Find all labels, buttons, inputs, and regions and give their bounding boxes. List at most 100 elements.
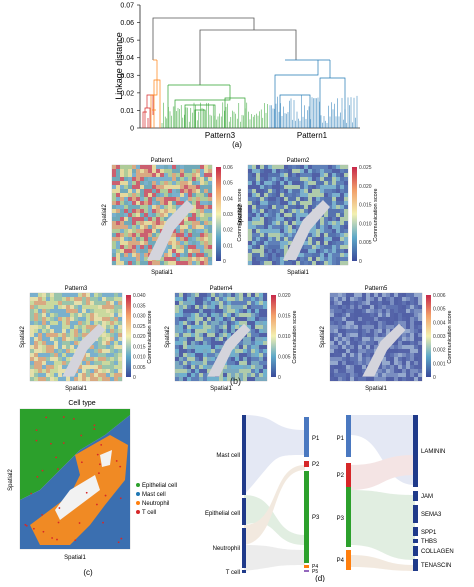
cluster-label-pattern1: Pattern1 xyxy=(297,131,328,140)
colorbar-tick: 0.005 xyxy=(278,355,291,361)
cluster-label-pattern3: Pattern3 xyxy=(205,131,236,140)
colorbar-tick: 0.010 xyxy=(278,334,291,340)
sankey-left-label-p1: P1 xyxy=(312,436,320,442)
sankey-label-thbs: THBS xyxy=(421,539,437,545)
colorbar-tick: 0.035 xyxy=(133,303,146,309)
sankey-diagrams: Mast cell Epithelial cell Neutrophil T c… xyxy=(205,415,454,583)
sankey-right-bar-p4 xyxy=(346,550,351,570)
colorbar-tick: 0.005 xyxy=(359,240,372,246)
colorbar-tick: 0.040 xyxy=(133,293,146,299)
sankey-right-bar-p1 xyxy=(346,415,351,457)
t-cell-dots xyxy=(24,416,123,544)
sankey-label-tenascin: TENASCIN xyxy=(421,563,451,569)
sankey-bar-collagen xyxy=(413,546,418,556)
sankey-label-epithelial: Epithelial cell xyxy=(205,511,240,517)
colorbar-tick: 0.05 xyxy=(223,181,233,187)
sankey-left-label-p3: P3 xyxy=(312,515,320,521)
colorbar-label: Communication score xyxy=(373,188,379,241)
colorbar-tick: 0 xyxy=(223,259,226,265)
sankey-bar-jam xyxy=(413,491,418,501)
colorbar-tick: 0.06 xyxy=(223,165,233,171)
sankey-bar-p5 xyxy=(304,570,309,572)
y-axis-ticks: 0.07 0.06 0.05 0.04 0.03 0.02 0.01 0 xyxy=(120,3,140,133)
legend-label: T cell xyxy=(142,510,156,516)
colorbar-label: Communication score xyxy=(147,310,153,363)
y-tick-label: 0.05 xyxy=(120,38,134,45)
map-ylabel: Spatial2 xyxy=(20,325,26,347)
colorbar-tick: 0.020 xyxy=(133,334,146,340)
panel-d: Mast cell Epithelial cell Neutrophil T c… xyxy=(200,395,474,583)
legend-label: Mast cell xyxy=(142,492,166,498)
y-axis-label: Linkage distance xyxy=(114,32,124,100)
colorbar-tick: 0.020 xyxy=(278,293,291,299)
sankey-right-bar-p2 xyxy=(346,463,351,487)
legend-label: Neutrophil xyxy=(142,501,169,507)
sankey-left-flows xyxy=(244,415,305,571)
y-tick-label: 0.03 xyxy=(120,73,134,80)
sankey-bar-p4 xyxy=(304,565,309,568)
sankey-bar-laminin xyxy=(413,415,418,487)
colorbar-tick: 0.025 xyxy=(359,165,372,171)
spatial-map-5: Pattern5 Spatial1 Spatial2 0.006 0.005 0.004 0… xyxy=(320,286,453,392)
colorbar xyxy=(271,295,276,377)
sankey-bar-epithelial xyxy=(242,498,246,525)
sankey-label-mast: Mast cell xyxy=(216,453,240,459)
sankey-label-neutrophil: Neutrophil xyxy=(213,546,240,552)
sankey-bar-neutrophil xyxy=(242,528,246,568)
map-ylabel: Spatial2 xyxy=(320,325,326,347)
orange-cluster xyxy=(150,59,161,128)
sankey-right-flows xyxy=(350,415,415,571)
colorbar-tick: 0.006 xyxy=(433,293,446,299)
sankey-right-label-p4: P4 xyxy=(337,558,345,564)
panel-d-caption: (d) xyxy=(315,574,325,582)
colorbar-tick: 0 xyxy=(133,375,136,381)
sankey-bar-tcell xyxy=(242,570,246,573)
colorbar-tick: 0.010 xyxy=(359,221,372,227)
sankey-label-jam: JAM xyxy=(421,494,433,500)
sankey-label-tcell: T cell xyxy=(226,570,240,576)
blue-leaves xyxy=(269,95,358,128)
colorbar-tick: 0.020 xyxy=(359,184,372,190)
sankey-label-spp1: SPP1 xyxy=(421,530,437,536)
sankey-label-laminin: LAMININ xyxy=(421,449,445,455)
spatial-map-2: Pattern2 Spatial1 Spatial2 0.025 0.020 0.015 0… xyxy=(238,158,379,276)
sankey-left-label-p5: P5 xyxy=(312,569,318,575)
colorbar-tick: 0.015 xyxy=(359,203,372,209)
map-xlabel: Spatial1 xyxy=(287,270,309,276)
sankey-label-sema3: SEMA3 xyxy=(421,512,442,518)
cell-type-xlabel: Spatial1 xyxy=(64,555,86,561)
colorbar-tick: 0.005 xyxy=(133,365,146,371)
sankey-bar-sema3 xyxy=(413,505,418,523)
colorbar-tick: 0.001 xyxy=(433,361,446,367)
sankey-bar-p2 xyxy=(304,461,309,467)
dendrogram: 0.07 0.06 0.05 0.04 0.03 0.02 0.01 0 Linkage di… xyxy=(114,3,360,149)
colorbar-tick: 0.030 xyxy=(133,314,146,320)
sankey-bar-p1 xyxy=(304,417,309,457)
colorbar-tick: 0 xyxy=(278,375,281,381)
map-title: Pattern1 xyxy=(151,158,174,164)
map-ylabel: Spatial2 xyxy=(238,203,244,225)
y-tick-label: 0.04 xyxy=(120,55,134,62)
sankey-label-collagen: COLLAGEN xyxy=(421,549,454,555)
colorbar-tick: 0 xyxy=(359,259,362,265)
y-tick-label: 0 xyxy=(130,126,134,133)
cell-type-legend: Epithelial cell Mast cell Neutrophil T cell xyxy=(136,483,177,516)
map-xlabel: Spatial1 xyxy=(365,386,387,392)
panel-c-caption: (c) xyxy=(83,568,93,577)
colorbar-tick: 0.015 xyxy=(278,314,291,320)
map-title: Pattern4 xyxy=(210,286,233,292)
colorbar xyxy=(426,295,431,377)
y-tick-label: 0.06 xyxy=(120,20,134,27)
legend-swatch xyxy=(136,510,140,514)
panel-c: Cell type Spatial1 Spatial2 Epithelial c… xyxy=(0,395,200,582)
y-tick-label: 0.01 xyxy=(120,108,134,115)
map-ylabel: Spatial2 xyxy=(165,325,171,347)
cell-type-title: Cell type xyxy=(68,400,95,407)
colorbar-tick: 0.04 xyxy=(223,196,233,202)
sankey-left-label-p2: P2 xyxy=(312,462,320,468)
sankey-right-label-p3: P3 xyxy=(337,516,345,522)
colorbar-label: Communication score xyxy=(292,310,298,363)
colorbar-tick: 0.015 xyxy=(133,344,146,350)
colorbar-tick: 0.003 xyxy=(433,334,446,340)
colorbar-tick: 0.02 xyxy=(223,228,233,234)
